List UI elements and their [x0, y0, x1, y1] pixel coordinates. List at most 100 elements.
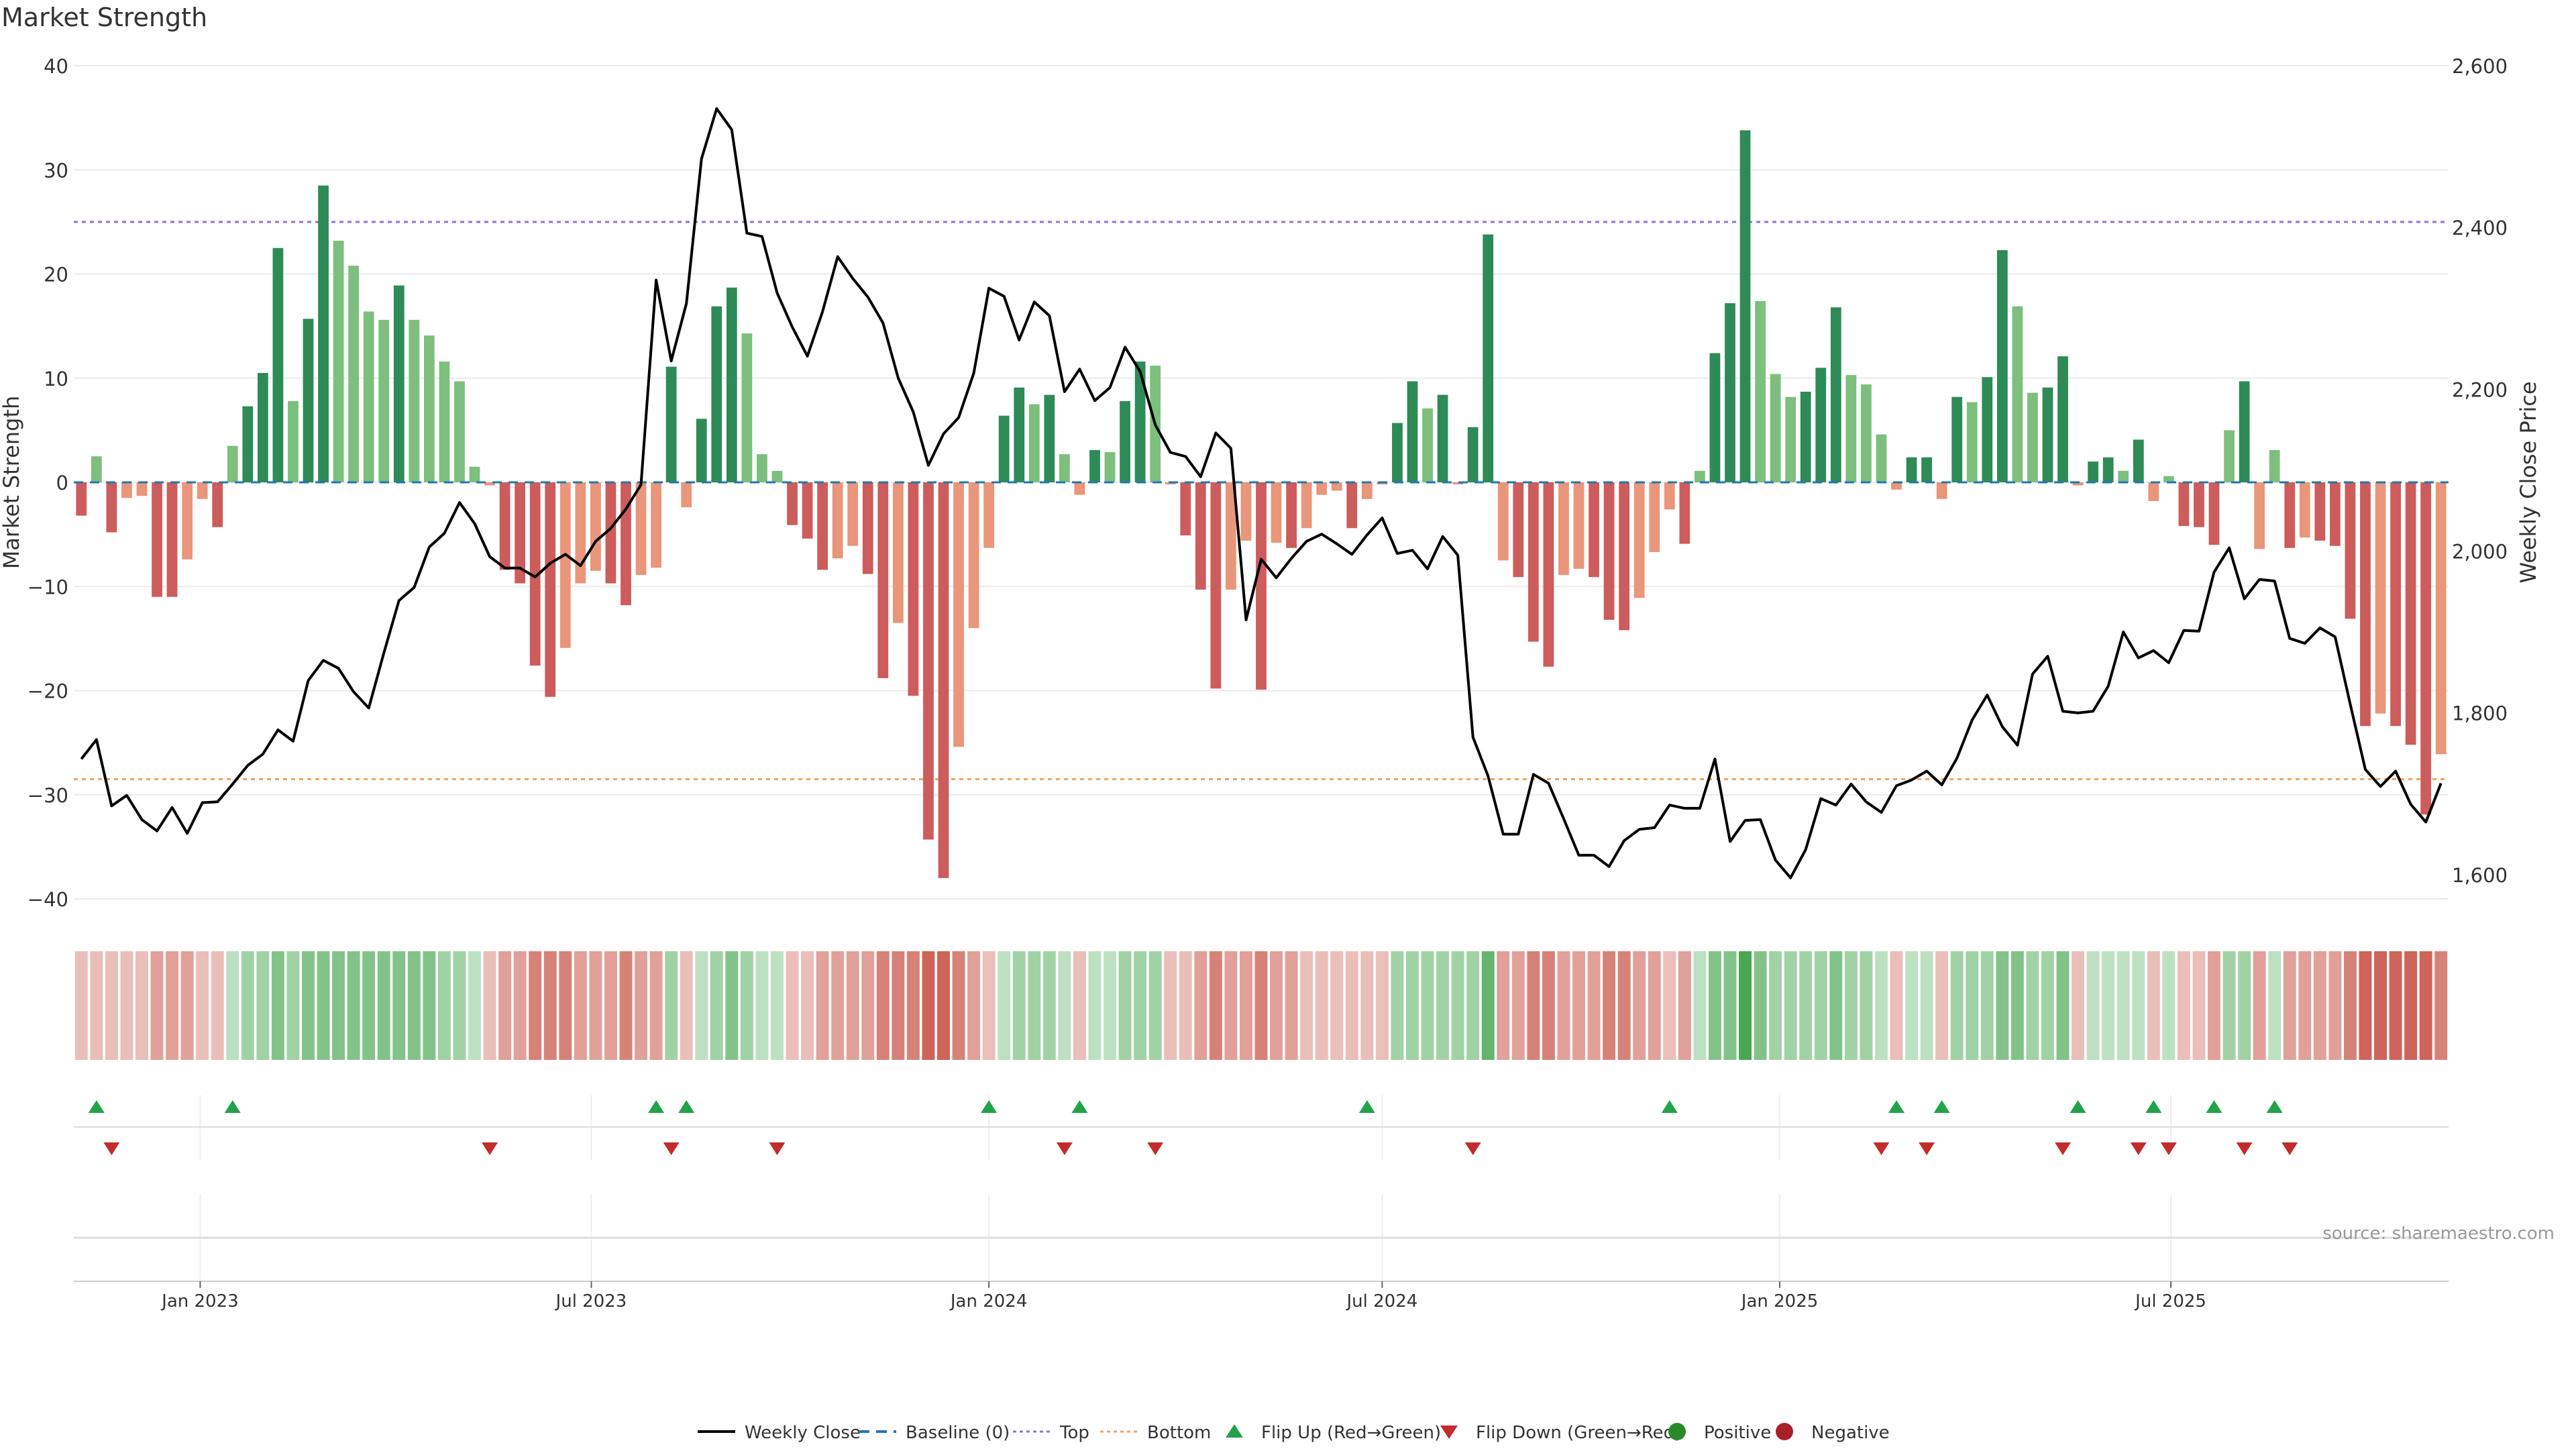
strength-bar [2148, 482, 2159, 501]
strength-bar [1377, 482, 1388, 485]
strength-bar [2118, 470, 2129, 482]
heatmap-cell [2056, 951, 2070, 1060]
strength-bar [1074, 482, 1085, 495]
heatmap-cell [2162, 951, 2176, 1060]
strength-bar [1104, 451, 1116, 482]
heatmap-cell [1996, 951, 2009, 1060]
y-tick-left: 20 [44, 264, 68, 286]
strength-bar [423, 335, 435, 482]
strength-bar [2133, 439, 2144, 482]
heatmap-cell [906, 951, 920, 1060]
heatmap-cell [1557, 951, 1570, 1060]
heatmap-cell [1890, 951, 1903, 1060]
strength-bar [363, 311, 374, 482]
heatmap-cell [196, 951, 209, 1060]
strength-bar [2390, 482, 2401, 727]
strength-bar [1921, 457, 1932, 482]
heatmap-cell [529, 951, 542, 1060]
heatmap-cell [1134, 951, 1147, 1060]
heatmap-cell [2404, 951, 2418, 1060]
strength-bar [2405, 482, 2416, 745]
heatmap-cell [846, 951, 859, 1060]
heatmap-cell [2072, 951, 2085, 1060]
strength-bar [1483, 234, 1494, 482]
strength-bar [1619, 482, 1630, 631]
strength-bar [2360, 482, 2371, 727]
heatmap-cell [1497, 951, 1510, 1060]
heatmap-cell [786, 951, 799, 1060]
legend: Weekly Close Baseline (0) Top Bottom Flip Up… [698, 1423, 1890, 1443]
flip-down-marker [2160, 1142, 2177, 1155]
heatmap-cell [922, 951, 935, 1060]
heatmap-cell [423, 951, 436, 1060]
heatmap-cell [1603, 951, 1616, 1060]
strength-bar [545, 482, 556, 697]
strength-bar [2435, 482, 2447, 755]
heatmap-cell [861, 951, 875, 1060]
strength-bar [1407, 381, 1418, 482]
legend-item: Weekly Close [698, 1423, 861, 1443]
strength-bar [1437, 394, 1448, 482]
heatmap-cell [1209, 951, 1222, 1060]
strength-bar [1603, 482, 1615, 620]
strength-bar [681, 482, 692, 508]
strength-bar [1089, 449, 1100, 482]
strength-bar [2330, 482, 2341, 546]
heatmap-cell [1391, 951, 1404, 1060]
strength-bar [1059, 454, 1070, 482]
heatmap-cell [2102, 951, 2115, 1060]
legend-negative-icon [1776, 1423, 1793, 1440]
heatmap-cell [1723, 951, 1737, 1060]
heatmap-cell [816, 951, 829, 1060]
x-tick-label: Jul 2024 [1345, 1291, 1417, 1311]
strength-bar [726, 287, 737, 482]
strength-bar [2299, 482, 2310, 538]
heatmap-cell [1814, 951, 1827, 1060]
heatmap-cell [1739, 951, 1752, 1060]
heatmap-cell [1285, 951, 1298, 1060]
heatmap-cell [2041, 951, 2054, 1060]
flip-down-marker [1873, 1142, 1890, 1155]
y-tick-left: 0 [56, 472, 68, 494]
strength-bar [1301, 482, 1312, 529]
heatmap-cell [1980, 951, 1994, 1060]
strength-bar [1422, 408, 1433, 482]
heatmap-cell [347, 951, 360, 1060]
strength-bar [575, 482, 586, 584]
strength-bar [1845, 375, 1857, 482]
heatmap-cell [649, 951, 663, 1060]
flip-up-marker [648, 1100, 665, 1113]
strength-bar [1633, 482, 1645, 598]
strength-bar [1271, 482, 1282, 543]
heatmap-cell [1164, 951, 1177, 1060]
heatmap-cell [1179, 951, 1192, 1060]
heatmap-cell [665, 951, 678, 1060]
flip-up-marker [2206, 1100, 2222, 1113]
heatmap-cell [1148, 951, 1162, 1060]
strength-bar [1755, 301, 1766, 482]
flip-up-marker [88, 1100, 105, 1113]
strength-bar [2042, 387, 2053, 482]
heatmap-cell [1028, 951, 1041, 1060]
strength-bar [529, 482, 541, 666]
strength-bar [1830, 307, 1841, 482]
strength-bar [242, 406, 254, 482]
y-tick-right: 2,400 [2452, 217, 2508, 239]
heatmap-cell [543, 951, 557, 1060]
heatmap-cell [1073, 951, 1086, 1060]
heatmap-cell [952, 951, 965, 1060]
heatmap-cell [2132, 951, 2145, 1060]
flip-up-marker [1888, 1100, 1905, 1113]
strength-bar [515, 482, 526, 584]
heatmap-cell [1587, 951, 1601, 1060]
heatmap-cell [2222, 951, 2236, 1060]
strength-bar [1589, 482, 1599, 578]
heatmap-cell [1648, 951, 1661, 1060]
strength-bar [787, 482, 798, 525]
heatmap-cell [105, 951, 118, 1060]
strength-bar [439, 361, 450, 482]
legend-item: Bottom [1100, 1423, 1211, 1443]
heatmap-cell [2026, 951, 2039, 1060]
strength-bar [1558, 482, 1569, 576]
heatmap-cell [2086, 951, 2100, 1060]
